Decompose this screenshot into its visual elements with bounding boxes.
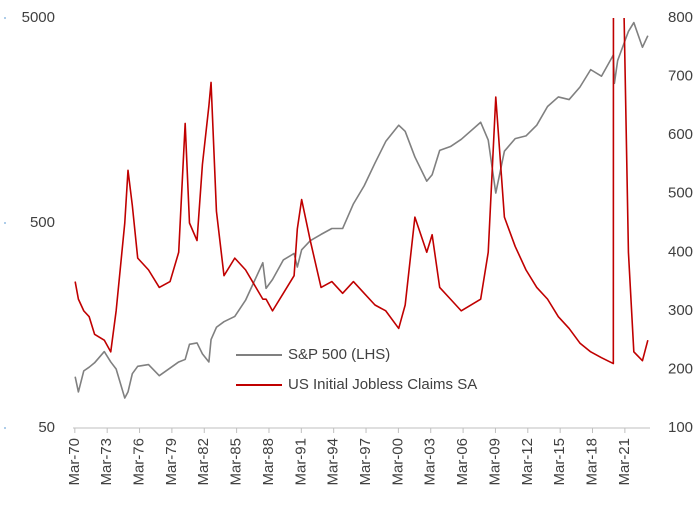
legend-label: S&P 500 (LHS) [288, 346, 390, 363]
x-tick-label: Mar-94 [325, 438, 342, 486]
plot-area [74, 18, 649, 399]
y2-tick-label: 800 [668, 9, 693, 26]
x-tick-label: Mar-97 [357, 438, 374, 486]
x-tick-label: Mar-73 [98, 438, 115, 486]
y-tick-label: 50 [38, 419, 55, 436]
y-tick-label: 5000 [22, 9, 55, 26]
y2-tick-label: 400 [668, 243, 693, 260]
y2-tick-label: 100 [668, 419, 693, 436]
y2-tick-label: 500 [668, 185, 693, 202]
x-tick-label: Mar-91 [292, 438, 309, 486]
x-tick-label: Mar-12 [519, 438, 536, 486]
x-tick-label: Mar-03 [422, 438, 439, 486]
x-tick-label: Mar-00 [389, 438, 406, 486]
y2-tick-label: 300 [668, 302, 693, 319]
x-tick-label: Mar-82 [195, 438, 212, 486]
x-tick-label: Mar-06 [454, 438, 471, 486]
x-tick-label: Mar-18 [583, 438, 600, 486]
series-line [74, 18, 649, 365]
x-tick-label: Mar-85 [228, 438, 245, 486]
y2-tick-label: 200 [668, 360, 693, 377]
x-tick-label: Mar-09 [486, 438, 503, 486]
legend-label: US Initial Jobless Claims SA [288, 376, 477, 393]
x-tick-label: Mar-88 [260, 438, 277, 486]
x-tick-label: Mar-15 [551, 438, 568, 486]
y2-tick-label: 600 [668, 126, 693, 143]
x-tick-label: Mar-21 [616, 438, 633, 486]
x-tick-label: Mar-76 [131, 438, 148, 486]
x-tick-label: Mar-79 [163, 438, 180, 486]
x-tick-label: Mar-70 [66, 438, 83, 486]
y-tick-label: 500 [30, 214, 55, 231]
y2-tick-label: 700 [668, 68, 693, 85]
series-line [74, 21, 649, 399]
